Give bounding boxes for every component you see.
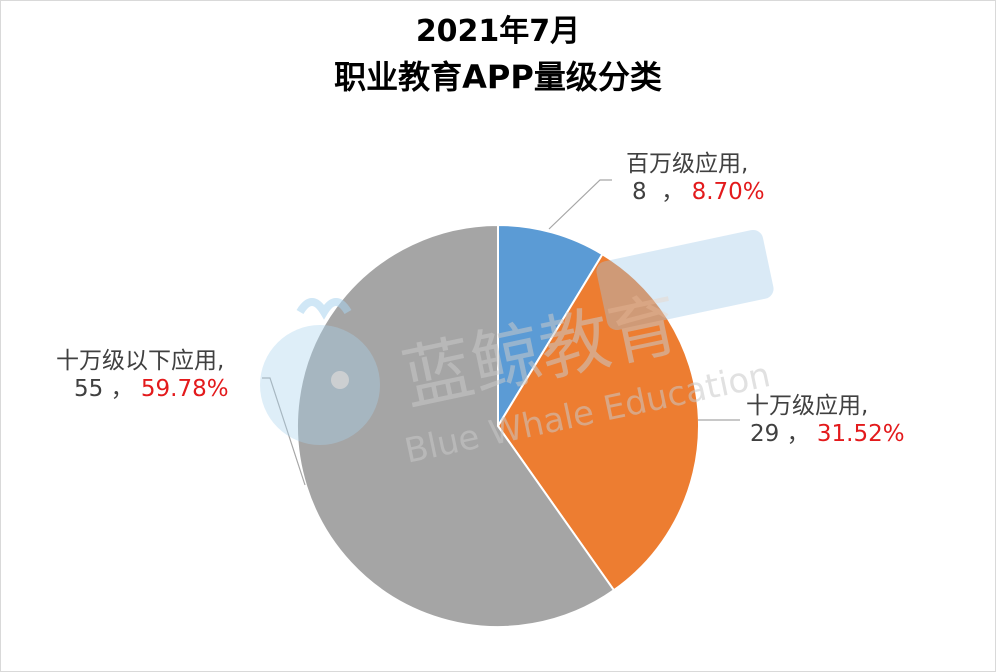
slice-label-1-pct: 31.52% xyxy=(816,421,905,447)
slice-label-2-name: 十万级以下应用, xyxy=(56,348,225,374)
slice-label-0-value: 8 xyxy=(632,179,647,205)
slice-label-0-name: 百万级应用, xyxy=(626,151,749,177)
slice-label-1-value: 29 xyxy=(750,421,780,447)
slice-label-0: 百万级应用, 8 ， 8.70% xyxy=(626,151,765,205)
pie-slice-0 xyxy=(497,223,604,430)
leader-line-slice-0 xyxy=(548,179,612,230)
slice-label-2: 十万级以下应用, 55 ， 59.78% xyxy=(56,348,229,402)
slice-label-2-value: 55 xyxy=(74,376,104,402)
pie-slice-2 xyxy=(296,223,616,628)
chart-title-line2: 职业教育APP量级分类 xyxy=(334,58,662,96)
slice-label-1: 十万级应用, 29 ， 31.52% xyxy=(746,393,905,447)
slice-label-1-name: 十万级应用, xyxy=(746,393,869,419)
pie-slice-1 xyxy=(496,252,700,592)
slice-label-0-pct: 8.70% xyxy=(691,179,765,205)
watermark-logo-icon xyxy=(260,325,380,445)
leader-line-slice-2 xyxy=(262,377,306,486)
chart-title-line1: 2021年7月 xyxy=(415,14,581,49)
slice-label-2-pct: 59.78% xyxy=(140,376,229,402)
